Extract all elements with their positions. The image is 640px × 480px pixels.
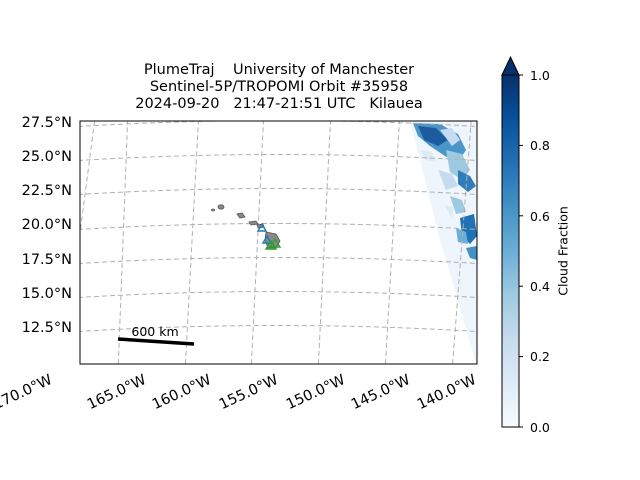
colorbar-tick-label: 0.8 xyxy=(530,138,550,153)
meridian-line xyxy=(250,121,264,364)
scale-bar xyxy=(117,337,195,346)
colorbar-tick-label: 0.2 xyxy=(530,349,550,364)
cloud-fraction-swath xyxy=(410,121,477,364)
parallel-line xyxy=(80,291,477,298)
colorbar-extend-arrow xyxy=(501,55,520,76)
parallel-line xyxy=(80,188,477,195)
lat-label: 22.5°N xyxy=(21,183,72,199)
title-line-1: PlumeTraj University of Manchester xyxy=(143,62,415,78)
lat-label: 15.0°N xyxy=(21,286,72,302)
marker-triangle-blue xyxy=(261,234,273,244)
meridian-line xyxy=(384,121,400,364)
colorbar-label: Cloud Fraction xyxy=(555,206,571,296)
lat-label: 25.0°N xyxy=(21,149,72,165)
map-border xyxy=(79,120,478,365)
title-line-2: Sentinel-5P/TROPOMI Orbit #35958 xyxy=(149,79,409,95)
colorbar-tick-label: 0.0 xyxy=(530,420,550,435)
lat-label: 27.5°N xyxy=(21,115,72,131)
title-line-3: 2024-09-20 21:47-21:51 UTC Kilauea xyxy=(135,96,423,112)
meridian-line xyxy=(452,121,472,364)
colorbar-tick-label: 0.6 xyxy=(530,209,550,224)
meridian-line xyxy=(184,121,199,364)
parallel-line xyxy=(80,223,477,230)
graticule xyxy=(80,121,477,364)
lat-label: 17.5°N xyxy=(21,252,72,268)
lat-label: 12.5°N xyxy=(21,320,72,336)
meridian-line xyxy=(80,121,96,238)
parallel-line xyxy=(80,325,477,332)
meridian-line xyxy=(317,121,331,364)
colorbar-tick-label: 0.4 xyxy=(530,279,550,294)
meridian-line xyxy=(117,121,129,364)
colorbar xyxy=(501,55,523,428)
trajectory-markers xyxy=(256,222,282,250)
parallel-line xyxy=(80,121,477,127)
marker-triangle-green xyxy=(264,239,278,250)
parallel-line xyxy=(80,257,477,264)
scale-bar-label: 600 km xyxy=(131,324,178,339)
marker-triangle-blue xyxy=(256,222,268,232)
colorbar-tick-label: 1.0 xyxy=(530,68,550,83)
lat-label: 20.0°N xyxy=(21,217,72,233)
parallel-line xyxy=(80,154,477,161)
colorbar-gradient xyxy=(501,74,520,428)
